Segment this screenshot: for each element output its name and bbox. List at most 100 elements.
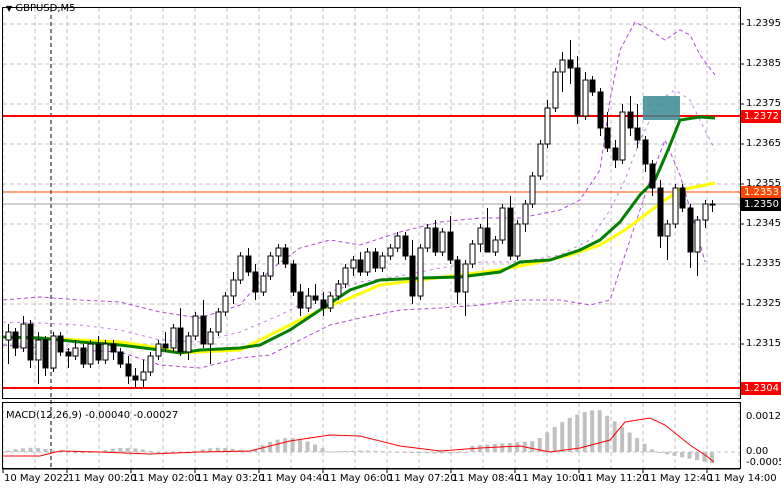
- macd-histogram-bar: [417, 452, 422, 453]
- macd-histogram-bar: [635, 438, 640, 452]
- time-axis-label: 11 May 11:20: [580, 473, 649, 484]
- macd-histogram-bar: [305, 441, 310, 452]
- triangle-down-icon[interactable]: ▼: [6, 4, 13, 13]
- price-axis-label: 1.2355: [746, 178, 781, 189]
- macd-histogram-bar: [530, 441, 535, 452]
- macd-histogram-bar: [73, 452, 78, 454]
- macd-histogram-bar: [507, 442, 512, 452]
- symbol-label: GBPUSD,M5: [15, 3, 76, 14]
- macd-histogram-bar: [387, 451, 392, 453]
- candle-body: [649, 163, 656, 189]
- price-tag-1.2350: 1.2350: [741, 198, 781, 211]
- candle-body: [57, 335, 64, 353]
- macd-histogram-bar: [627, 432, 632, 452]
- candle-body: [634, 127, 641, 141]
- macd-histogram-bar: [582, 412, 587, 452]
- candle-body: [604, 127, 611, 149]
- candle-body: [312, 295, 319, 301]
- candle-body: [687, 207, 694, 253]
- macd-histogram-bar: [515, 442, 520, 452]
- candle-body: [672, 187, 679, 225]
- macd-histogram-bar: [605, 415, 610, 452]
- macd-histogram-bar: [28, 447, 33, 452]
- macd-histogram-bar: [462, 452, 467, 453]
- candle-body: [559, 59, 566, 73]
- candle-body: [484, 227, 491, 253]
- macd-histogram-bar: [320, 448, 325, 452]
- candle-body: [372, 251, 379, 269]
- macd-histogram-bar: [215, 447, 220, 452]
- macd-histogram-bar: [642, 443, 647, 452]
- candle-body: [350, 259, 357, 269]
- price-axis-label: 1.2315: [746, 338, 781, 349]
- candle-body: [499, 207, 506, 241]
- macd-histogram-bar: [253, 448, 258, 452]
- bollinger-band: [2, 21, 716, 319]
- candle-body: [522, 203, 529, 225]
- candle-body: [664, 223, 671, 237]
- candle-body: [260, 275, 267, 293]
- candle-body: [657, 187, 664, 237]
- candle-body: [694, 219, 701, 253]
- macd-histogram-bar: [432, 452, 437, 454]
- macd-histogram-bar: [200, 449, 205, 452]
- macd-axis-label: 0.00125: [746, 411, 781, 422]
- macd-histogram-bar: [358, 450, 362, 452]
- macd-histogram-bar: [477, 445, 482, 452]
- macd-histogram-bar: [88, 452, 93, 453]
- candle-body: [5, 331, 12, 341]
- price-axis-label: 1.2365: [746, 138, 781, 149]
- macd-histogram-bar: [560, 422, 565, 452]
- macd-histogram-bar: [298, 439, 303, 452]
- candle-body: [252, 271, 259, 293]
- candle-body: [65, 351, 72, 357]
- macd-histogram-bar: [425, 452, 430, 454]
- macd-histogram-bar: [133, 448, 138, 452]
- macd-histogram-bar: [695, 452, 700, 461]
- macd-histogram-bar: [328, 451, 333, 453]
- macd-histogram-bar: [545, 432, 550, 452]
- candle-body: [12, 331, 19, 349]
- macd-histogram-bar: [552, 427, 557, 452]
- macd-histogram-bar: [447, 452, 452, 454]
- candle-body: [140, 371, 147, 381]
- candle-body: [619, 111, 626, 161]
- time-axis-label: 11 May 10:00: [516, 473, 585, 484]
- candle-body: [305, 295, 312, 309]
- candle-body: [454, 259, 461, 293]
- macd-histogram-bar: [657, 452, 662, 453]
- time-axis-label: 11 May 03:20: [196, 473, 265, 484]
- macd-histogram-bar: [365, 450, 370, 452]
- macd-histogram-bar: [440, 452, 445, 454]
- macd-histogram-bar: [590, 410, 595, 452]
- price-axis-label: 1.2385: [746, 58, 781, 69]
- price-panel-border: [2, 7, 741, 399]
- macd-histogram-bar: [350, 450, 355, 452]
- macd-histogram-bar: [155, 452, 160, 453]
- candle-body: [357, 259, 364, 273]
- symbol-header[interactable]: ▼ GBPUSD,M5: [6, 3, 76, 14]
- macd-histogram-bar: [335, 451, 340, 453]
- candle-body: [230, 279, 237, 297]
- macd-histogram-bar: [58, 451, 63, 453]
- candle-body: [117, 351, 124, 365]
- candle-body: [185, 335, 192, 353]
- candle-body: [507, 207, 514, 257]
- macd-histogram-bar: [410, 452, 415, 453]
- candle-body: [492, 239, 499, 253]
- macd-histogram-bar: [372, 450, 377, 452]
- macd-histogram-bar: [103, 449, 108, 452]
- candle-body: [72, 347, 79, 357]
- macd-histogram-bar: [110, 448, 115, 452]
- candle-body: [80, 347, 87, 365]
- macd-histogram-bar: [65, 452, 70, 453]
- candle-body: [20, 323, 27, 349]
- candle-body: [327, 295, 334, 309]
- macd-histogram-bar: [125, 447, 130, 452]
- price-axis-label: 1.2375: [746, 98, 781, 109]
- candle-body: [574, 67, 581, 117]
- macd-histogram-bar: [702, 452, 707, 462]
- macd-histogram-bar: [455, 452, 460, 454]
- candle-body: [379, 255, 386, 269]
